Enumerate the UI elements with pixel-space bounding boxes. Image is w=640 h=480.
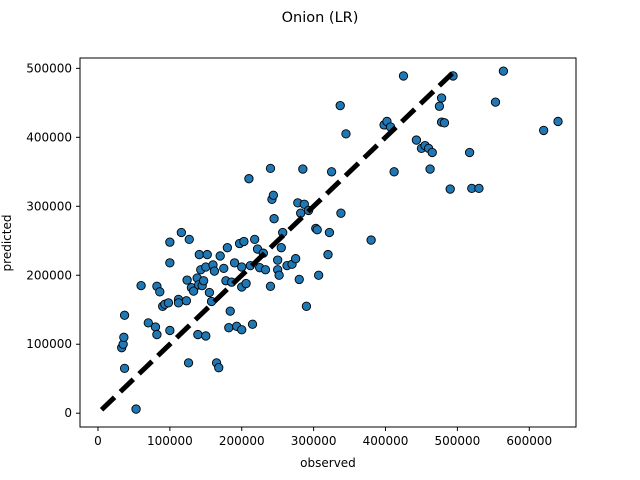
y-tick-label: 400000: [26, 130, 72, 144]
data-point: [182, 275, 192, 285]
data-point: [150, 322, 161, 332]
data-point: [425, 164, 435, 174]
data-point: [411, 135, 422, 145]
data-point: [265, 163, 276, 174]
data-point: [155, 287, 165, 297]
data-point: [474, 183, 484, 194]
x-tick-label: 600000: [506, 434, 552, 448]
data-point: [143, 318, 153, 328]
y-axis-label: predicted: [0, 215, 14, 272]
data-point: [294, 274, 304, 285]
y-tick-label: 0: [64, 406, 72, 420]
data-point: [165, 258, 175, 268]
data-point: [225, 306, 235, 316]
data-point: [335, 100, 345, 111]
data-point: [366, 235, 376, 245]
data-point: [341, 129, 351, 139]
x-tick-label: 200000: [219, 434, 265, 448]
data-point: [183, 358, 194, 368]
data-point: [427, 147, 437, 158]
data-point: [222, 243, 233, 253]
data-point: [165, 237, 175, 247]
data-point: [184, 234, 194, 245]
y-tick-label: 100000: [26, 337, 72, 351]
data-point: [269, 214, 279, 224]
data-point: [324, 227, 335, 238]
data-point: [202, 249, 212, 260]
data-point: [201, 331, 211, 341]
x-tick-label: 500000: [434, 434, 480, 448]
data-point: [445, 184, 455, 194]
data-point: [398, 71, 409, 81]
y-tick-label: 500000: [26, 61, 72, 75]
data-point: [326, 167, 337, 177]
data-point: [434, 101, 445, 111]
data-point: [323, 249, 333, 260]
data-point: [237, 262, 247, 272]
data-point: [389, 167, 399, 177]
chart-title: Onion (LR): [282, 10, 359, 26]
data-point: [193, 329, 203, 340]
data-point: [244, 174, 254, 184]
data-point: [237, 325, 247, 335]
data-point: [215, 251, 225, 261]
data-point: [229, 258, 240, 268]
data-point: [299, 199, 309, 209]
data-point: [265, 281, 276, 291]
data-point: [209, 266, 220, 276]
data-point: [276, 243, 286, 253]
data-point: [273, 255, 283, 265]
data-point: [198, 276, 209, 286]
data-point: [539, 125, 549, 136]
plot-frame: [79, 57, 577, 428]
data-point: [163, 298, 174, 308]
data-point: [152, 329, 162, 340]
reference-line: [99, 69, 456, 412]
data-point: [247, 319, 258, 329]
data-point: [214, 363, 224, 373]
x-tick-label: 400000: [363, 434, 409, 448]
data-point: [301, 301, 312, 311]
data-point: [119, 363, 130, 374]
y-tick-label: 300000: [26, 199, 72, 213]
data-point: [498, 66, 509, 76]
data-point: [312, 225, 322, 235]
data-point: [314, 270, 324, 280]
data-point: [224, 323, 234, 333]
data-point: [176, 227, 187, 238]
data-point: [291, 254, 301, 264]
data-point: [436, 93, 447, 103]
data-point: [268, 190, 279, 200]
y-tick-label: 200000: [26, 268, 72, 282]
data-point: [136, 280, 146, 291]
data-point: [241, 278, 251, 289]
data-point: [250, 234, 260, 245]
x-tick-label: 100000: [147, 434, 193, 448]
data-point: [439, 118, 450, 128]
data-point: [553, 116, 563, 127]
data-point: [181, 296, 192, 306]
data-point: [131, 404, 141, 414]
data-point: [204, 287, 215, 298]
data-points: [117, 66, 563, 414]
data-point: [239, 236, 249, 247]
data-point: [119, 332, 129, 342]
x-tick-label: 0: [94, 434, 102, 448]
data-point: [173, 298, 184, 308]
data-point: [188, 286, 199, 296]
data-point: [119, 310, 130, 320]
data-point: [219, 263, 229, 274]
data-point: [194, 249, 204, 260]
data-point: [298, 164, 308, 174]
data-point: [165, 325, 175, 336]
data-point: [464, 147, 475, 158]
x-axis-label: observed: [300, 456, 356, 470]
data-point: [260, 265, 271, 275]
axis-ticks: 0 100000 200000 300000 400000 500000 600000 0 10…: [26, 61, 552, 448]
x-tick-label: 300000: [291, 434, 337, 448]
data-point: [274, 270, 284, 280]
data-point: [336, 208, 346, 218]
data-point: [490, 97, 501, 107]
